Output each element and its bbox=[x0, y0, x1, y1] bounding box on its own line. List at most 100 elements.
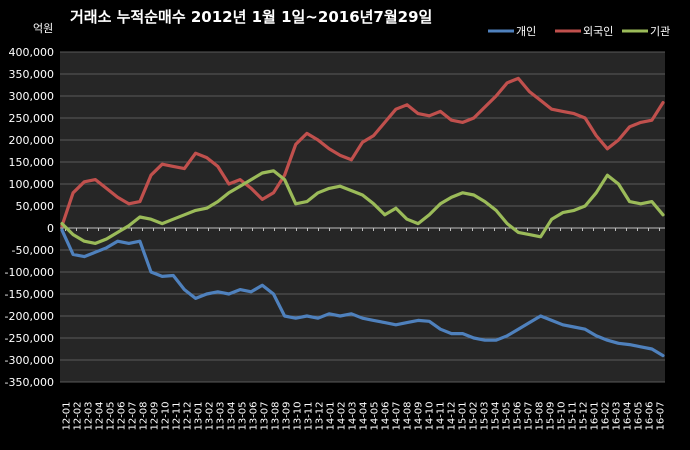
series-lines bbox=[60, 76, 665, 358]
x-tick-label: 13-04 bbox=[227, 401, 238, 430]
data-point bbox=[539, 314, 542, 318]
data-point bbox=[383, 213, 386, 216]
data-point bbox=[517, 77, 520, 80]
x-tick-label: 14-11 bbox=[436, 401, 447, 430]
x-tick-label: 16-06 bbox=[645, 401, 656, 430]
data-point bbox=[383, 321, 386, 324]
data-point bbox=[194, 209, 197, 212]
data-point bbox=[595, 334, 598, 337]
data-point bbox=[528, 90, 531, 93]
data-point bbox=[472, 116, 475, 120]
data-point bbox=[361, 317, 364, 320]
x-tick-label: 14-05 bbox=[370, 401, 381, 430]
data-point bbox=[261, 198, 264, 201]
data-point bbox=[617, 182, 620, 186]
data-point bbox=[238, 288, 242, 291]
legend: 개인 외국인 기관 bbox=[488, 25, 670, 38]
data-point bbox=[350, 158, 353, 161]
data-point bbox=[628, 343, 631, 346]
data-point bbox=[116, 240, 119, 243]
data-point bbox=[283, 314, 286, 318]
y-tick-label: 350,000 bbox=[9, 68, 55, 81]
data-point bbox=[650, 347, 654, 351]
data-point bbox=[205, 207, 208, 210]
y-tick-label: -250,000 bbox=[5, 332, 54, 345]
y-tick-label: 50,000 bbox=[16, 200, 55, 213]
x-tick-label: 12-10 bbox=[161, 401, 172, 430]
x-tick-label: 12-08 bbox=[139, 401, 150, 430]
data-point bbox=[583, 116, 587, 120]
data-point bbox=[572, 112, 576, 115]
data-point bbox=[238, 185, 242, 188]
data-point bbox=[183, 288, 186, 291]
data-point bbox=[272, 292, 275, 296]
data-point bbox=[71, 233, 75, 236]
data-point bbox=[405, 103, 409, 107]
data-point bbox=[617, 342, 620, 345]
data-point bbox=[327, 147, 331, 150]
data-point bbox=[83, 255, 86, 258]
data-point bbox=[428, 114, 431, 118]
data-point bbox=[461, 191, 464, 194]
data-point bbox=[160, 222, 164, 225]
x-tick-label: 12-09 bbox=[150, 401, 161, 430]
y-tick-label: -150,000 bbox=[5, 288, 54, 301]
data-point bbox=[127, 202, 130, 205]
x-tick-label: 14-02 bbox=[337, 401, 348, 430]
data-point bbox=[583, 204, 587, 208]
x-tick-label: 13-08 bbox=[271, 401, 282, 430]
y-tick-label: -350,000 bbox=[5, 376, 54, 389]
data-point bbox=[105, 187, 108, 190]
y-tick-label: 200,000 bbox=[9, 134, 55, 147]
data-point bbox=[394, 323, 398, 326]
x-tick-label: 12-06 bbox=[117, 401, 128, 430]
data-point bbox=[550, 319, 553, 322]
x-tick-label: 14-07 bbox=[392, 401, 403, 430]
data-point bbox=[461, 121, 464, 124]
data-point bbox=[383, 121, 386, 124]
data-point bbox=[71, 191, 75, 194]
data-point bbox=[127, 224, 130, 227]
data-point bbox=[639, 345, 642, 348]
data-point bbox=[250, 187, 253, 190]
data-point bbox=[138, 200, 142, 203]
data-point bbox=[350, 312, 353, 315]
x-tick-label: 15-08 bbox=[535, 401, 546, 430]
data-point bbox=[472, 336, 475, 340]
data-point bbox=[650, 119, 654, 122]
x-tick-label: 15-01 bbox=[458, 401, 469, 430]
data-point bbox=[583, 328, 587, 331]
data-point bbox=[216, 165, 220, 168]
data-point bbox=[628, 200, 631, 203]
data-point bbox=[216, 200, 220, 203]
y-tick-label: 100,000 bbox=[9, 178, 55, 191]
data-point bbox=[227, 191, 231, 194]
x-tick-label: 16-02 bbox=[601, 401, 612, 430]
data-point bbox=[127, 242, 130, 245]
data-point bbox=[183, 167, 186, 170]
data-point bbox=[361, 141, 364, 144]
data-point bbox=[606, 174, 609, 177]
legend-label: 외국인 bbox=[583, 25, 613, 38]
data-point bbox=[227, 182, 231, 186]
data-point bbox=[294, 202, 297, 205]
data-point bbox=[172, 218, 175, 221]
data-point bbox=[339, 185, 342, 188]
data-point bbox=[305, 200, 309, 203]
data-point bbox=[60, 222, 64, 225]
data-point bbox=[250, 290, 253, 293]
y-tick-label: 400,000 bbox=[9, 46, 55, 59]
data-point bbox=[138, 215, 142, 219]
data-point bbox=[94, 251, 97, 254]
data-point bbox=[261, 171, 264, 175]
data-point bbox=[238, 178, 242, 181]
x-tick-label: 14-08 bbox=[403, 401, 414, 430]
x-tick-label: 15-05 bbox=[502, 401, 513, 430]
data-point bbox=[339, 314, 342, 318]
data-point bbox=[450, 119, 453, 122]
data-point bbox=[572, 325, 576, 329]
data-point bbox=[505, 334, 509, 337]
x-tick-label: 13-01 bbox=[194, 401, 205, 430]
data-point bbox=[405, 321, 409, 324]
data-point bbox=[517, 231, 520, 234]
